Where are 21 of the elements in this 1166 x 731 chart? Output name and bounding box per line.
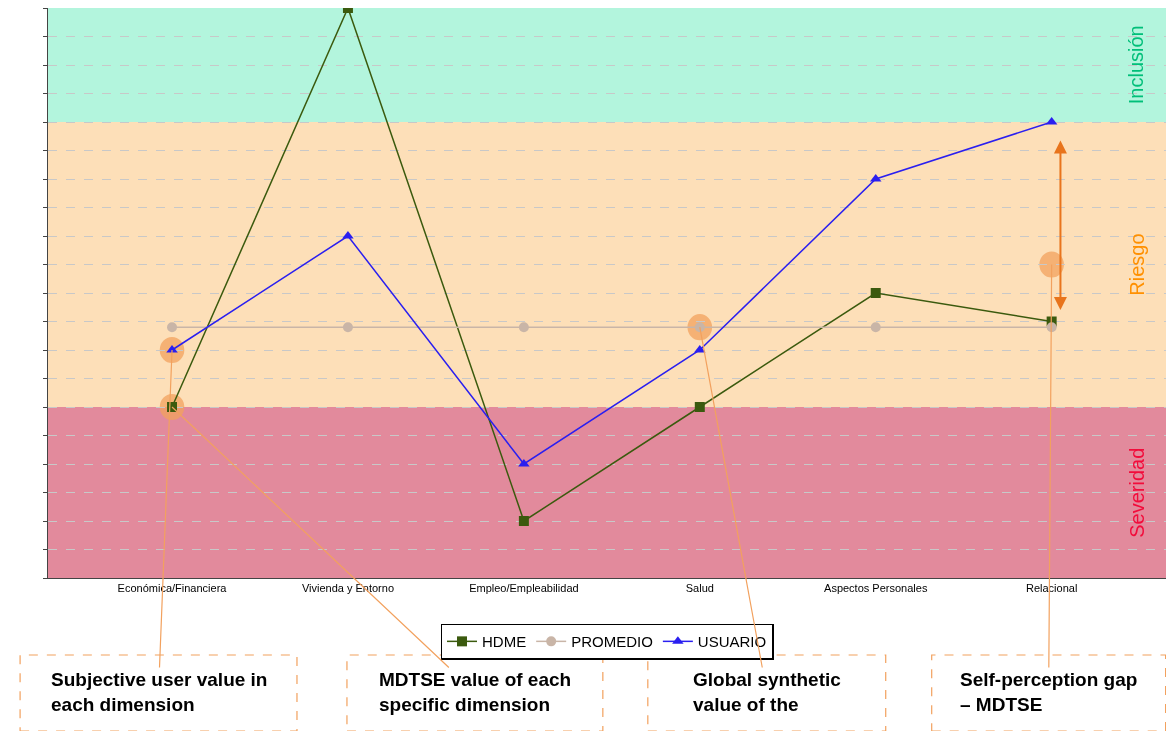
- legend-label: HDME: [482, 633, 527, 651]
- annotation: Global synthetic value of the: [693, 669, 842, 715]
- point: [518, 516, 529, 526]
- point: [167, 322, 178, 333]
- x-tick-label: Salud: [685, 582, 714, 595]
- x-tick-label: Vivienda y Entorno: [301, 582, 395, 595]
- band-label: Severidad: [1125, 447, 1148, 538]
- point: [518, 322, 529, 333]
- annotation: MDTSE value of each specific dimension: [379, 669, 572, 715]
- annotation: Self-perception gap – MDTSE: [960, 669, 1138, 715]
- legend-label: USUARIO: [697, 633, 767, 651]
- legend-label: PROMEDIO: [571, 633, 653, 651]
- x-tick-label: Aspectos Personales: [824, 582, 928, 595]
- band-label: Riesgo: [1125, 233, 1148, 296]
- point: [342, 322, 353, 333]
- annotation: Subjective user value in each dimension: [51, 669, 268, 715]
- x-tick-label: Empleo/Empleabilidad: [469, 582, 579, 595]
- band-label: Inclusión: [1125, 25, 1148, 105]
- point: [870, 322, 881, 333]
- point: [694, 402, 705, 412]
- point: [870, 288, 881, 298]
